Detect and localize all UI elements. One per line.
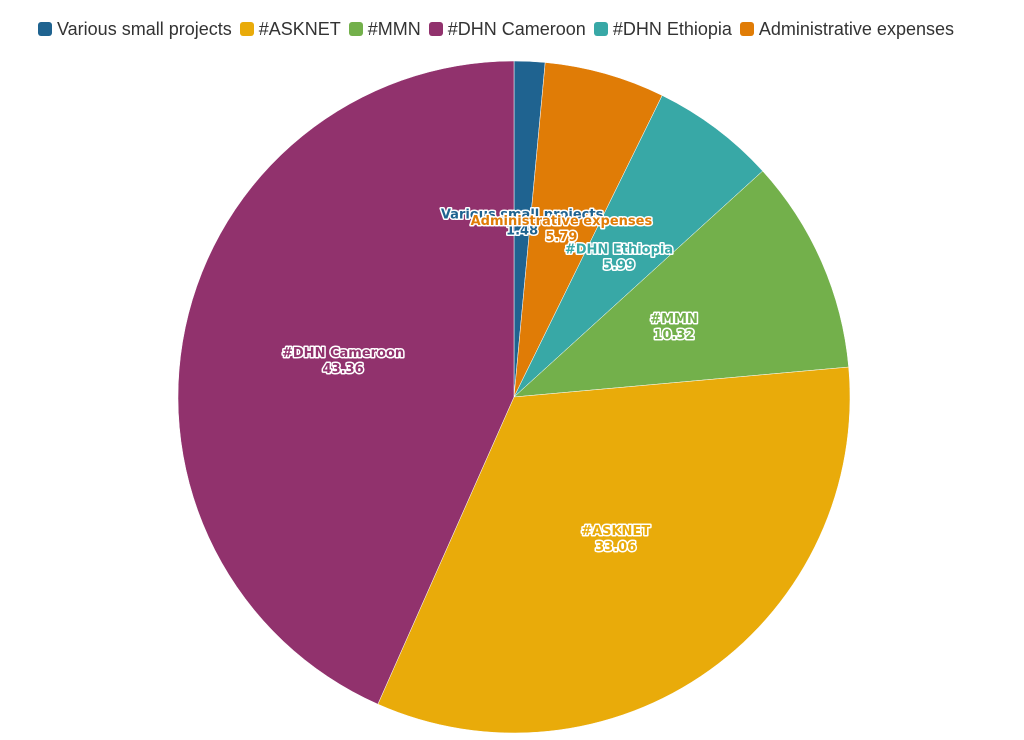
- slice-label-mmn: #MMN: [650, 312, 698, 327]
- legend-label: Administrative expenses: [758, 18, 954, 39]
- slice-value-mmn: 10.32: [653, 328, 694, 343]
- slice-value-dhn-cameroon: 43.36: [323, 362, 364, 377]
- slice-label-administrative-expenses: Administrative expenses: [471, 214, 653, 229]
- slice-label-dhn-cameroon: #DHN Cameroon: [282, 346, 404, 361]
- legend-item-various-small-projects[interactable]: Various small projects: [38, 19, 232, 40]
- legend-label: #MMN: [367, 18, 421, 39]
- legend-item-mmn[interactable]: #MMN: [348, 18, 421, 40]
- pie-slice-asknet[interactable]: [377, 366, 851, 734]
- slice-value-administrative-expenses: 5.79: [545, 230, 577, 245]
- slice-value-asknet: 33.06: [595, 540, 636, 555]
- pie-labels: Various small projects1.48Administrative…: [281, 206, 700, 557]
- slice-value-various-small-projects: 1.48: [506, 224, 538, 239]
- chart-legend: Various small projects #ASKNET #MMN #DHN…: [38, 16, 962, 42]
- legend-swatch: [38, 22, 52, 36]
- legend-item-dhn-ethiopia[interactable]: #DHN Ethiopia: [593, 18, 732, 40]
- slice-label-various-small-projects: Various small projects: [441, 208, 604, 223]
- legend-label: #DHN Ethiopia: [612, 18, 732, 39]
- legend-swatch: [428, 22, 443, 36]
- slice-label-dhn-ethiopia: #DHN Ethiopia: [565, 242, 673, 257]
- pie-slices: [177, 60, 851, 734]
- legend-item-administrative-expenses[interactable]: Administrative expenses: [739, 18, 954, 40]
- legend-item-asknet[interactable]: #ASKNET: [239, 18, 341, 40]
- legend-item-dhn-cameroon[interactable]: #DHN Cameroon: [428, 18, 586, 40]
- legend-label: #DHN Cameroon: [447, 18, 586, 39]
- legend-swatch: [593, 22, 608, 36]
- pie-slice-dhn-ethiopia[interactable]: [513, 95, 764, 398]
- slice-label-asknet: #ASKNET: [581, 524, 650, 539]
- legend-swatch: [739, 22, 754, 36]
- pie-slice-administrative-expenses[interactable]: [513, 62, 663, 398]
- legend-swatch: [348, 22, 363, 36]
- slice-value-dhn-ethiopia: 5.99: [603, 258, 635, 273]
- legend-label: #ASKNET: [258, 18, 341, 39]
- legend-swatch: [239, 22, 254, 36]
- legend-label: Various small projects: [57, 18, 232, 39]
- pie-slice-mmn[interactable]: [513, 170, 849, 398]
- pie-slice-dhn-cameroon[interactable]: [177, 60, 515, 705]
